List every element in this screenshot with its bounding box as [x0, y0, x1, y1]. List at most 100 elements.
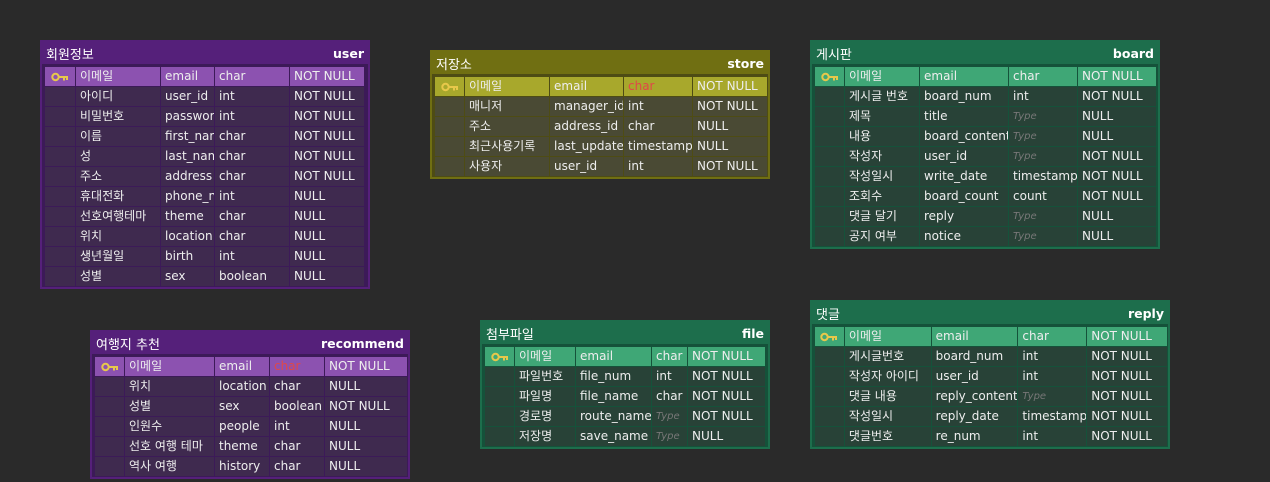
data-type-cell[interactable]: timestamp — [1009, 167, 1077, 186]
nullability-cell[interactable]: NULL — [290, 267, 364, 286]
data-type-cell[interactable]: int — [270, 417, 324, 436]
data-type-cell[interactable]: boolean — [270, 397, 324, 416]
logical-name-cell[interactable]: 생년월일 — [76, 247, 160, 266]
data-type-cell[interactable]: int — [624, 157, 692, 176]
physical-name-cell[interactable]: first_name — [161, 127, 214, 146]
column-row[interactable]: 작성일시 write_date timestamp NOT NULL — [815, 167, 1158, 187]
nullability-cell[interactable]: NOT NULL — [688, 407, 765, 426]
column-row[interactable]: 작성자 아이디 user_id int NOT NULL — [815, 367, 1168, 387]
data-type-cell[interactable]: boolean — [215, 267, 289, 286]
logical-name-cell[interactable]: 선호 여행 테마 — [125, 437, 214, 456]
column-row[interactable]: 인원수 people int NULL — [95, 417, 408, 437]
physical-name-cell[interactable]: reply_content — [931, 387, 1018, 406]
nullability-cell[interactable]: NULL — [325, 377, 407, 396]
data-type-cell[interactable]: int — [215, 247, 289, 266]
column-row[interactable]: 성별 sex boolean NULL — [45, 267, 368, 287]
data-type-cell[interactable]: int — [1018, 347, 1087, 366]
physical-name-cell[interactable]: file_name — [576, 387, 651, 406]
logical-name-cell[interactable]: 게시글번호 — [844, 347, 931, 366]
physical-name-cell[interactable]: board_count — [920, 187, 1008, 206]
data-type-cell[interactable]: Type — [1009, 107, 1077, 126]
column-row[interactable]: 최근사용기록 last_update timestamp NULL — [435, 137, 768, 157]
nullability-cell[interactable]: NULL — [290, 247, 364, 266]
logical-name-cell[interactable]: 제목 — [845, 107, 919, 126]
column-row[interactable]: 사용자 user_id int NOT NULL — [435, 157, 768, 177]
table-store[interactable]: 저장소 store 이메일 email char NOT NULL 매니저 manager_i… — [430, 50, 770, 179]
nullability-cell[interactable]: NULL — [1078, 107, 1156, 126]
column-row[interactable]: 매니저 manager_id int NOT NULL — [435, 97, 768, 117]
physical-name-cell[interactable]: sex — [215, 397, 269, 416]
data-type-cell[interactable]: int — [1009, 87, 1077, 106]
logical-name-cell[interactable]: 게시글 번호 — [845, 87, 919, 106]
column-row[interactable]: 주소 address_id char NULL — [435, 117, 768, 137]
column-row[interactable]: 파일명 file_name char NOT NULL — [485, 387, 768, 407]
logical-name-cell[interactable]: 역사 여행 — [125, 457, 214, 476]
physical-name-cell[interactable]: email — [215, 357, 269, 376]
nullability-cell[interactable]: NOT NULL — [325, 397, 407, 416]
nullability-cell[interactable]: NULL — [325, 417, 407, 436]
nullability-cell[interactable]: NOT NULL — [290, 147, 364, 166]
nullability-cell[interactable]: NOT NULL — [290, 87, 364, 106]
nullability-cell[interactable]: NOT NULL — [693, 157, 767, 176]
logical-name-cell[interactable]: 댓글 내용 — [844, 387, 931, 406]
logical-name-cell[interactable]: 주소 — [76, 167, 160, 186]
physical-name-cell[interactable]: board_content — [920, 127, 1008, 146]
nullability-cell[interactable]: NULL — [325, 437, 407, 456]
data-type-cell[interactable]: char — [270, 457, 324, 476]
physical-name-cell[interactable]: board_num — [920, 87, 1008, 106]
logical-name-cell[interactable]: 파일번호 — [515, 367, 575, 386]
data-type-cell[interactable]: char — [215, 147, 289, 166]
logical-name-cell[interactable]: 위치 — [125, 377, 214, 396]
column-row[interactable]: 댓글 내용 reply_content Type NOT NULL — [815, 387, 1168, 407]
data-type-cell[interactable]: int — [1018, 367, 1087, 386]
table-header[interactable]: 첨부파일 file — [482, 322, 768, 344]
physical-name-cell[interactable]: people — [215, 417, 269, 436]
logical-name-cell[interactable]: 매니저 — [465, 97, 549, 116]
data-type-cell[interactable]: char — [652, 387, 687, 406]
physical-name-cell[interactable]: re_num — [931, 427, 1018, 446]
physical-name-cell[interactable]: user_id — [931, 367, 1018, 386]
physical-name-cell[interactable]: email — [550, 77, 623, 96]
logical-name-cell[interactable]: 작성자 — [845, 147, 919, 166]
column-row[interactable]: 주소 address char NOT NULL — [45, 167, 368, 187]
primary-key-row[interactable]: 이메일 email char NOT NULL — [95, 357, 408, 377]
column-row[interactable]: 작성자 user_id Type NOT NULL — [815, 147, 1158, 167]
nullability-cell[interactable]: NOT NULL — [290, 127, 364, 146]
logical-name-cell[interactable]: 공지 여부 — [845, 227, 919, 246]
logical-name-cell[interactable]: 위치 — [76, 227, 160, 246]
column-row[interactable]: 선호 여행 테마 theme char NULL — [95, 437, 408, 457]
physical-name-cell[interactable]: title — [920, 107, 1008, 126]
column-row[interactable]: 저장명 save_name Type NULL — [485, 427, 768, 447]
nullability-cell[interactable]: NOT NULL — [290, 167, 364, 186]
logical-name-cell[interactable]: 저장명 — [515, 427, 575, 446]
primary-key-row[interactable]: 이메일 email char NOT NULL — [45, 67, 368, 87]
logical-name-cell[interactable]: 이메일 — [465, 77, 549, 96]
physical-name-cell[interactable]: sex — [161, 267, 214, 286]
logical-name-cell[interactable]: 휴대전화 — [76, 187, 160, 206]
table-header[interactable]: 저장소 store — [432, 52, 768, 74]
column-row[interactable]: 게시글번호 board_num int NOT NULL — [815, 347, 1168, 367]
nullability-cell[interactable]: NOT NULL — [1087, 407, 1167, 426]
table-recommend[interactable]: 여행지 추천 recommend 이메일 email char NOT NULL 위치 loc… — [90, 330, 410, 479]
table-header[interactable]: 회원정보 user — [42, 42, 368, 64]
nullability-cell[interactable]: NOT NULL — [1087, 427, 1167, 446]
physical-name-cell[interactable]: location — [215, 377, 269, 396]
logical-name-cell[interactable]: 성별 — [76, 267, 160, 286]
physical-name-cell[interactable]: file_num — [576, 367, 651, 386]
column-row[interactable]: 위치 location char NULL — [95, 377, 408, 397]
data-type-cell[interactable]: int — [215, 87, 289, 106]
logical-name-cell[interactable]: 주소 — [465, 117, 549, 136]
column-row[interactable]: 역사 여행 history char NULL — [95, 457, 408, 477]
physical-name-cell[interactable]: last_update — [550, 137, 623, 156]
column-row[interactable]: 경로명 route_name Type NOT NULL — [485, 407, 768, 427]
column-row[interactable]: 댓글번호 re_num int NOT NULL — [815, 427, 1168, 447]
logical-name-cell[interactable]: 비밀번호 — [76, 107, 160, 126]
column-row[interactable]: 조회수 board_count count NOT NULL — [815, 187, 1158, 207]
physical-name-cell[interactable]: user_id — [550, 157, 623, 176]
nullability-cell[interactable]: NOT NULL — [1087, 327, 1167, 346]
nullability-cell[interactable]: NOT NULL — [1078, 67, 1156, 86]
table-header[interactable]: 게시판 board — [812, 42, 1158, 64]
logical-name-cell[interactable]: 작성일시 — [845, 167, 919, 186]
